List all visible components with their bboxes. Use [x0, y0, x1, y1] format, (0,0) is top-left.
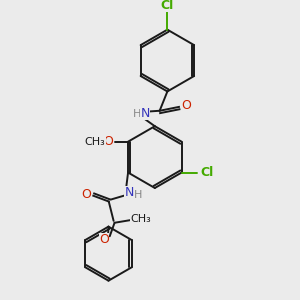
- Text: N: N: [140, 107, 150, 120]
- Text: H: H: [133, 109, 142, 119]
- Text: Cl: Cl: [200, 166, 213, 179]
- Text: CH₃: CH₃: [130, 214, 151, 224]
- Text: O: O: [181, 99, 191, 112]
- Text: Cl: Cl: [161, 0, 174, 12]
- Text: O: O: [99, 233, 109, 246]
- Text: O: O: [82, 188, 92, 201]
- Text: H: H: [134, 190, 142, 200]
- Text: CH₃: CH₃: [85, 137, 106, 147]
- Text: N: N: [124, 186, 134, 199]
- Text: O: O: [103, 135, 113, 148]
